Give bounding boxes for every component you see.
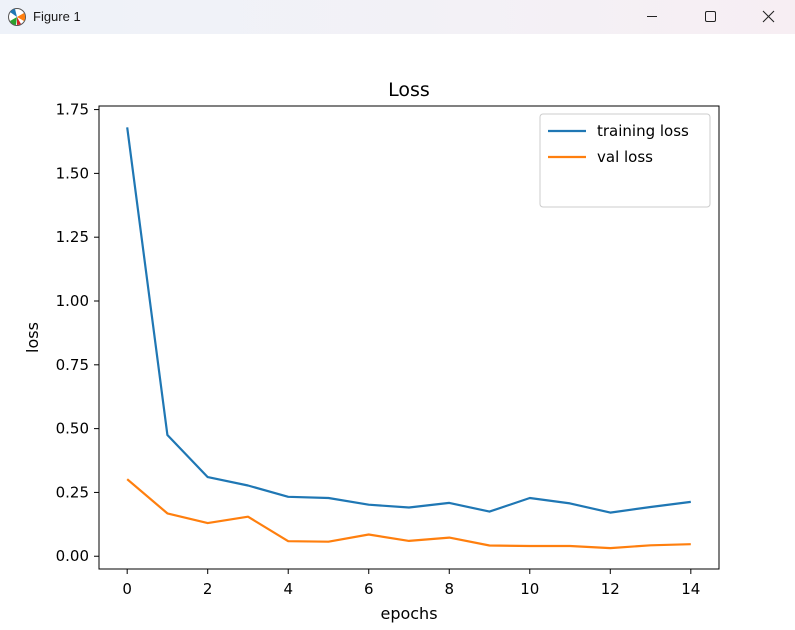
x-tick-label: 12 <box>601 580 620 598</box>
close-icon <box>762 10 775 23</box>
y-axis-label: loss <box>23 322 42 353</box>
y-tick-label: 0.25 <box>56 483 89 501</box>
tick-layer: 0 2 4 6 8 10 12 14 0.00 0.25 0.50 0.75 1.00 1.25 1.50 1… <box>56 101 701 598</box>
x-axis-label: epochs <box>380 604 437 623</box>
x-tick-label: 10 <box>520 580 539 598</box>
legend: training loss val loss <box>539 113 711 208</box>
legend-label: training loss <box>597 122 689 140</box>
series-line-0 <box>126 127 691 514</box>
x-tick-label: 0 <box>122 580 132 598</box>
window-titlebar: Figure 1 <box>0 0 795 34</box>
y-tick-label: 0.75 <box>56 356 89 374</box>
matplotlib-icon <box>8 8 26 26</box>
legend-label: val loss <box>597 148 653 166</box>
minimize-icon <box>647 16 657 17</box>
minimize-button[interactable] <box>623 0 681 34</box>
maximize-icon <box>705 11 716 22</box>
x-tick-label: 2 <box>203 580 213 598</box>
figure-canvas: 0 2 4 6 8 10 12 14 0.00 0.25 0.50 0.75 1.00 1.25 1.50 1… <box>23 79 720 623</box>
y-tick-label: 1.00 <box>56 292 89 310</box>
x-tick-label: 14 <box>681 580 700 598</box>
y-tick-label: 1.25 <box>56 228 89 246</box>
x-tick-label: 6 <box>364 580 374 598</box>
y-tick-label: 0.50 <box>56 420 89 438</box>
series-line-1 <box>126 478 691 550</box>
legend-box <box>539 113 711 208</box>
x-tick-label: 4 <box>283 580 293 598</box>
axes-frame <box>98 105 720 570</box>
chart-title: Loss <box>388 79 430 101</box>
y-tick-label: 1.75 <box>56 101 89 119</box>
maximize-button[interactable] <box>681 0 739 34</box>
window-title: Figure 1 <box>33 9 81 24</box>
close-button[interactable] <box>739 0 795 34</box>
y-tick-label: 0.00 <box>56 547 89 565</box>
y-tick-label: 1.50 <box>56 164 89 182</box>
x-tick-label: 8 <box>444 580 454 598</box>
series-layer <box>126 127 691 550</box>
